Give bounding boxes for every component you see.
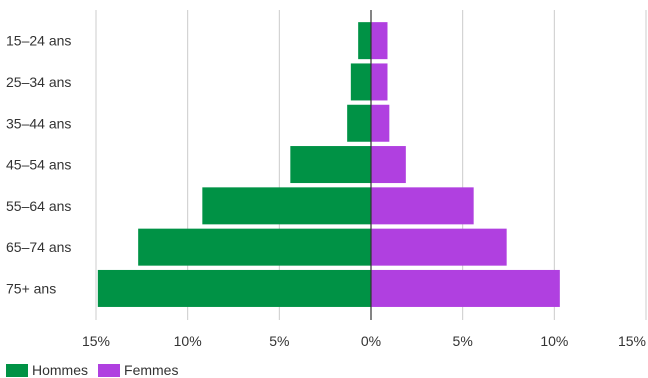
bar-hommes-5[interactable] (138, 228, 371, 266)
x-tick-label: 15% (82, 333, 110, 349)
bar-femmes-4[interactable] (371, 187, 474, 225)
category-label: 45–54 ans (6, 157, 71, 173)
legend-item-femmes[interactable]: Femmes (98, 362, 178, 378)
bar-femmes-2[interactable] (371, 104, 390, 142)
category-label: 25–34 ans (6, 74, 71, 90)
legend-item-hommes[interactable]: Hommes (6, 362, 88, 378)
x-tick-label: 15% (618, 333, 646, 349)
bar-hommes-2[interactable] (347, 104, 371, 142)
legend-label-femmes: Femmes (124, 362, 179, 378)
legend: Hommes Femmes (6, 362, 188, 378)
category-label: 75+ ans (6, 280, 56, 296)
x-tick-labels: 15% 10% 5% 0% 5% 10% 15% (82, 333, 646, 349)
bar-femmes-5[interactable] (371, 228, 507, 266)
category-labels: 15–24 ans 25–34 ans 35–44 ans 45–54 ans 55–6… (6, 33, 71, 297)
category-label: 35–44 ans (6, 115, 71, 131)
category-label: 55–64 ans (6, 198, 71, 214)
bar-hommes-0[interactable] (358, 22, 371, 60)
bar-femmes-0[interactable] (371, 22, 388, 60)
bar-femmes-3[interactable] (371, 146, 406, 184)
x-tick-label: 10% (174, 333, 202, 349)
x-tick-label: 10% (540, 333, 568, 349)
x-tick-label: 0% (361, 333, 381, 349)
bar-hommes-4[interactable] (202, 187, 371, 225)
legend-label-hommes: Hommes (32, 362, 89, 378)
x-tick-label: 5% (269, 333, 289, 349)
bar-hommes-6[interactable] (97, 269, 371, 307)
bar-hommes-3[interactable] (290, 146, 371, 184)
gridlines (95, 10, 647, 320)
legend-swatch-femmes (98, 363, 121, 377)
x-tick-label: 5% (453, 333, 473, 349)
bar-hommes-1[interactable] (350, 63, 371, 101)
category-label: 15–24 ans (6, 33, 71, 49)
bars (97, 22, 560, 307)
legend-swatch-hommes (6, 363, 28, 377)
bar-femmes-6[interactable] (371, 269, 560, 307)
bar-femmes-1[interactable] (371, 63, 388, 101)
category-label: 65–74 ans (6, 239, 71, 255)
